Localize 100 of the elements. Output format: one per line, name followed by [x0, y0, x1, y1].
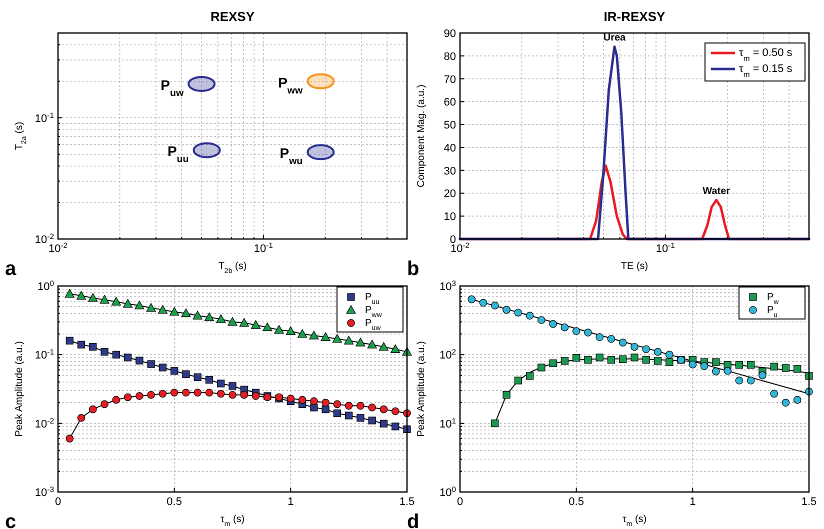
point [205, 376, 214, 384]
point [136, 356, 144, 364]
text: b [407, 258, 420, 280]
y-tick-label: 10$^{3}$ [439, 278, 456, 293]
point [332, 334, 342, 343]
point [746, 376, 755, 384]
point [170, 388, 178, 397]
x-axis-title: τ$_{m}$ (s) [622, 514, 647, 528]
point [619, 355, 627, 363]
point [76, 290, 86, 300]
y-tick-label: 50 [444, 120, 456, 132]
point [100, 400, 108, 408]
point [368, 416, 376, 424]
legend-label: P$_{uu}$ [365, 292, 380, 306]
annotation: P$_{uw}$ [160, 76, 184, 98]
x-axis-title: τ$_{m}$ (s) [220, 514, 245, 528]
legend-label: P$_{ww}$ [365, 305, 383, 318]
point [607, 356, 616, 364]
y-tick-label: 10$^{1}$ [439, 416, 456, 430]
point [320, 332, 330, 341]
point [250, 320, 261, 329]
point [735, 361, 743, 369]
point [700, 362, 708, 370]
legend-label: P$_{w}$ [767, 292, 780, 306]
point [322, 398, 330, 407]
point [146, 303, 156, 312]
y-tick-label: 30 [444, 165, 456, 178]
text: a [5, 258, 17, 280]
point [805, 372, 813, 380]
point [654, 357, 662, 365]
point [228, 390, 236, 399]
x-tick-label: 0.5 [568, 496, 584, 508]
point [654, 348, 662, 356]
point [491, 420, 499, 428]
point [158, 390, 167, 398]
point [584, 328, 592, 336]
point [367, 340, 377, 348]
point [642, 345, 650, 354]
point [322, 406, 330, 414]
point [526, 372, 534, 380]
text: d [407, 511, 420, 529]
point [345, 412, 353, 420]
point [147, 360, 155, 368]
point [344, 336, 354, 344]
y-axis-title: Peak Amplitude (a.u.) [416, 341, 427, 437]
point [770, 362, 778, 370]
point [205, 388, 214, 397]
point [344, 402, 353, 410]
point [252, 392, 260, 400]
y-tick-label: 10$^{2}$ [439, 347, 456, 362]
x-tick-label: 10$^{-1}$ [656, 240, 675, 255]
point [182, 388, 190, 397]
point [77, 340, 86, 348]
point [378, 342, 389, 351]
point [502, 306, 510, 314]
y-tick-label: 60 [444, 96, 456, 109]
point [158, 305, 168, 314]
point [89, 405, 97, 414]
point [66, 434, 74, 442]
point [100, 348, 108, 356]
point [538, 364, 546, 372]
y-tick-label: 70 [444, 74, 456, 86]
point [666, 358, 674, 366]
annotation: Urea [603, 32, 626, 44]
chart-title: REXSY [210, 9, 255, 24]
point [286, 394, 295, 402]
point [274, 325, 284, 334]
point [758, 371, 766, 380]
point [560, 323, 569, 332]
point [262, 322, 272, 332]
point [147, 390, 155, 399]
point [239, 318, 249, 327]
point [356, 402, 364, 410]
y-tick-label: 20 [444, 188, 456, 200]
point [770, 390, 778, 398]
legend-label: P$_{uw}$ [365, 318, 382, 332]
legend-label: P$_{u}$ [767, 305, 778, 318]
point [502, 391, 510, 399]
annotation: Water [702, 186, 730, 198]
point [735, 376, 744, 384]
point [391, 407, 400, 416]
point [596, 333, 604, 342]
point [216, 314, 226, 323]
point [618, 338, 627, 346]
point [747, 361, 755, 369]
point [66, 336, 74, 344]
point [204, 312, 214, 322]
point [123, 299, 133, 308]
x-tick-label: 1 [690, 496, 696, 508]
y-axis-title: Peak Amplitude (a.u.) [14, 341, 25, 437]
point [112, 396, 120, 404]
point [782, 364, 790, 372]
point [688, 360, 697, 368]
y-tick-label: 10 [444, 211, 456, 224]
x-axis-title: T$_{2b}$ (s) [218, 261, 247, 274]
y-tick-label: 10$^{-2}$ [34, 416, 54, 430]
point [630, 342, 638, 351]
point [380, 405, 388, 414]
y-axis-title: Component Mag. (a.u.) [416, 84, 427, 188]
point [77, 414, 86, 422]
